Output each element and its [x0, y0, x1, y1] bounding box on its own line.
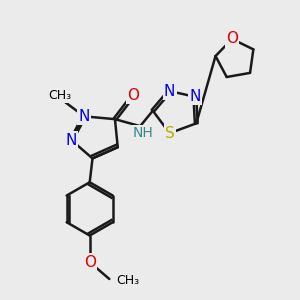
Text: CH₃: CH₃	[49, 89, 72, 102]
Text: S: S	[165, 126, 175, 141]
Text: CH₃: CH₃	[116, 274, 140, 287]
Text: N: N	[189, 89, 201, 104]
Text: NH: NH	[133, 126, 153, 140]
Text: N: N	[164, 84, 175, 99]
Text: O: O	[127, 88, 139, 103]
Text: O: O	[84, 255, 96, 270]
Text: N: N	[66, 133, 77, 148]
Text: N: N	[78, 109, 90, 124]
Text: O: O	[226, 32, 238, 46]
